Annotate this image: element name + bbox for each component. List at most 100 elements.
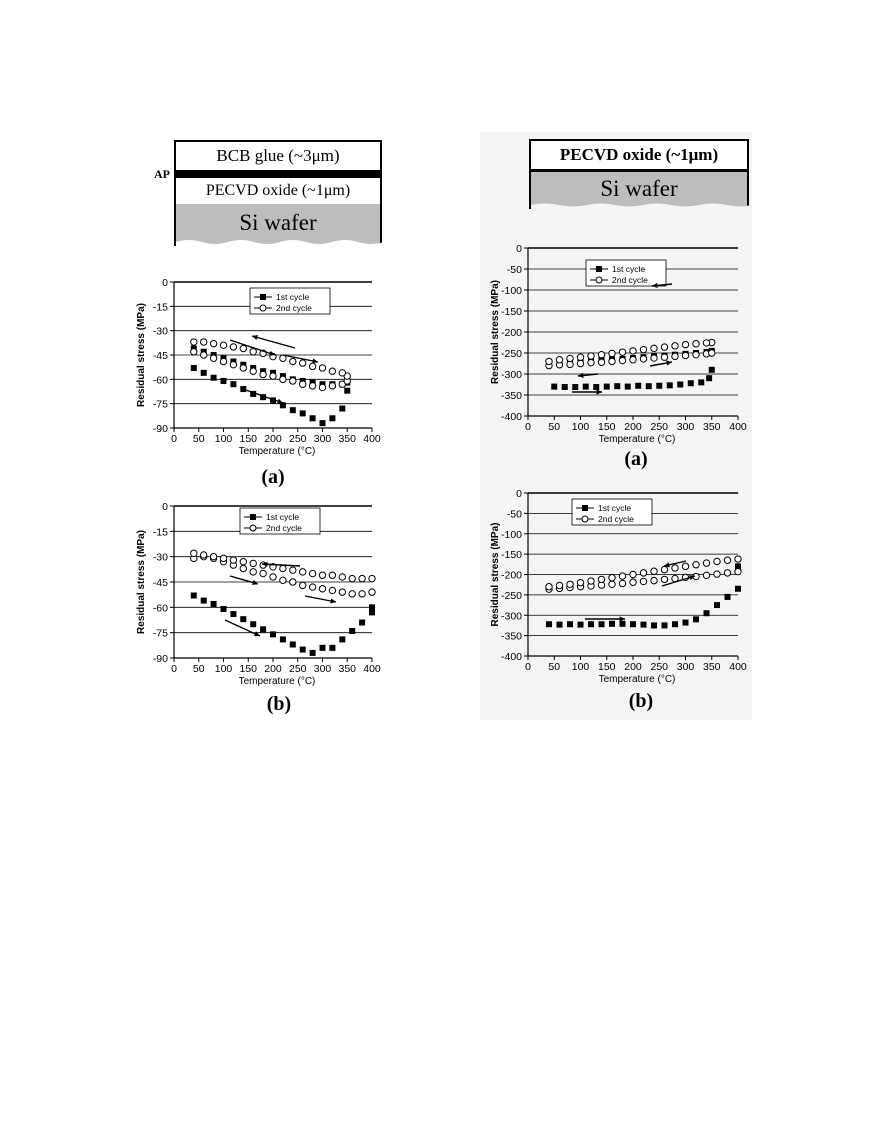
direction-arrow-head (269, 350, 275, 356)
y-tick-label: -300 (501, 369, 522, 381)
x-tick-label: 250 (650, 421, 668, 433)
data-point-second-cycle (660, 575, 669, 584)
data-point-first-cycle (706, 375, 713, 382)
y-tick-label: -15 (153, 301, 168, 313)
y-axis-label: Residual stress (MPa) (136, 530, 147, 634)
data-point-second-cycle (639, 355, 648, 363)
data-point-second-cycle (618, 356, 627, 365)
x-tick-label: 400 (363, 433, 381, 445)
y-tick-label: -200 (501, 327, 522, 339)
data-point-first-cycle (240, 616, 247, 623)
data-point-second-cycle (629, 347, 637, 355)
legend-marker-first-cycle (582, 505, 588, 511)
data-point-second-cycle (708, 349, 716, 357)
y-tick-label: -200 (501, 570, 522, 582)
data-point-first-cycle (349, 627, 356, 634)
data-point-first-cycle (230, 611, 237, 618)
y-tick-label: -350 (501, 631, 522, 643)
x-tick-label: 150 (598, 661, 616, 673)
data-point-second-cycle (279, 564, 287, 573)
data-point-first-cycle (735, 585, 741, 592)
y-tick-label: 0 (162, 501, 168, 513)
x-tick-label: 400 (729, 661, 747, 673)
data-point-second-cycle (219, 554, 228, 563)
x-axis-label: Temperature (°C) (599, 674, 676, 685)
y-tick-label: -100 (501, 285, 522, 297)
data-point-first-cycle (270, 397, 276, 404)
data-point-first-cycle (344, 387, 351, 394)
chart-left-b: 0 -15 -30 -45 -60 -75 -90 0 50 100 150 200 250 300 350… (132, 494, 382, 695)
data-point-first-cycle (260, 626, 267, 633)
oxide-wafer-interface (529, 169, 749, 173)
chart-right-a: 0 -50 -100 -150 -200 -250 -300 -350 -400 0 50 100 15… (480, 236, 752, 451)
x-tick-label: 0 (171, 663, 177, 675)
legend-marker-second-cycle (249, 524, 257, 532)
data-point-first-cycle (619, 620, 626, 627)
x-tick-label: 250 (289, 663, 307, 675)
data-point-first-cycle (200, 369, 207, 376)
data-point-second-cycle (219, 357, 228, 366)
data-point-second-cycle (555, 581, 564, 590)
data-point-second-cycle (734, 555, 742, 563)
x-tick-label: 200 (624, 661, 642, 673)
x-tick-label: 400 (363, 663, 381, 675)
x-tick-label: 350 (338, 663, 356, 675)
data-point-first-cycle (260, 394, 267, 401)
x-axis-label: Temperature (°C) (599, 434, 676, 445)
x-axis-label: Temperature (°C) (239, 676, 316, 687)
bcb-glue-layer: BCB glue (~3μm) (174, 140, 382, 172)
data-point-second-cycle (576, 353, 585, 361)
x-tick-label: 50 (548, 661, 560, 673)
y-tick-label: 0 (516, 243, 522, 255)
x-tick-label: 200 (264, 433, 282, 445)
data-point-first-cycle (279, 402, 286, 409)
data-point-second-cycle (229, 343, 238, 351)
x-tick-label: 100 (572, 661, 590, 673)
data-point-second-cycle (555, 356, 564, 364)
data-point-second-cycle (279, 354, 287, 362)
y-tick-label: 0 (516, 488, 522, 500)
y-axis-label: Residual stress (MPa) (490, 280, 501, 384)
left-layer-stack: BCB glue (~3μm) PECVD oxide (~1μm) Si wa… (174, 140, 384, 246)
direction-arrow-head (596, 389, 602, 395)
data-point-second-cycle (713, 557, 721, 566)
data-point-first-cycle (630, 621, 636, 628)
data-point-first-cycle (603, 383, 610, 390)
data-point-second-cycle (618, 348, 627, 356)
data-point-second-cycle (318, 585, 327, 593)
series-first-cycle (546, 563, 741, 629)
data-point-second-cycle (200, 338, 208, 346)
data-point-first-cycle (279, 636, 286, 643)
data-point-second-cycle (318, 364, 327, 372)
data-point-first-cycle (289, 407, 296, 414)
x-tick-label: 100 (215, 663, 233, 675)
pecvd-oxide-layer: PECVD oxide (~1μm) (174, 176, 382, 206)
y-tick-label: -50 (507, 508, 522, 520)
direction-arrow-head (277, 398, 283, 404)
pecvd-oxide-layer-right: PECVD oxide (~1μm) (529, 139, 749, 171)
data-point-first-cycle (677, 381, 684, 388)
data-point-first-cycle (682, 619, 689, 626)
x-tick-label: 150 (239, 663, 257, 675)
chart-left-a: 0 -15 -30 -45 -60 -75 -90 0 50 100 150 200 250 300 350… (132, 270, 382, 471)
data-point-second-cycle (639, 569, 648, 577)
y-tick-label: -45 (153, 350, 168, 362)
data-point-second-cycle (597, 350, 606, 359)
series-second-cycle (190, 338, 351, 392)
direction-arrow-shaft (229, 339, 276, 356)
x-tick-label: 50 (193, 663, 205, 675)
direction-arrow-head (330, 598, 336, 604)
data-point-second-cycle (629, 356, 637, 364)
data-point-second-cycle (368, 588, 376, 596)
data-point-first-cycle (369, 609, 375, 616)
data-point-first-cycle (299, 646, 306, 653)
legend-label: 1st cycle (266, 512, 299, 522)
data-point-second-cycle (259, 569, 267, 578)
data-point-first-cycle (614, 383, 621, 390)
chart-left-b-plot: 0-15-30-45-60-75-900 50 100 150 200 250 300 350… (136, 501, 381, 687)
legend-label: 1st cycle (276, 292, 309, 302)
y-tick-label: -400 (501, 651, 522, 663)
